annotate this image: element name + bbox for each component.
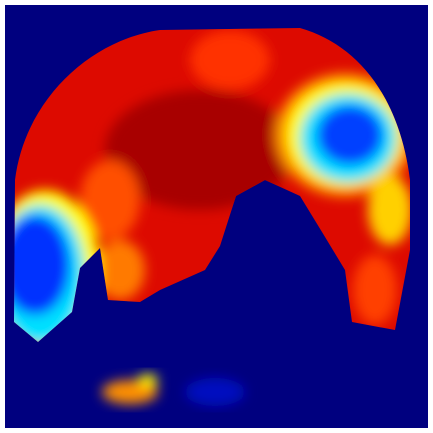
orange-left bbox=[80, 160, 140, 240]
dark-red-core bbox=[105, 90, 295, 210]
yellow-right-leg bbox=[368, 175, 410, 245]
color-blobs bbox=[14, 30, 410, 342]
bottom-blobs bbox=[102, 374, 245, 406]
orange-right-leg bbox=[353, 255, 397, 325]
orange-left-leg bbox=[95, 240, 145, 300]
yellow-bottom bbox=[138, 374, 158, 386]
blue-right bbox=[317, 105, 383, 165]
blue-bottom bbox=[185, 378, 245, 406]
orange-bottom bbox=[102, 380, 158, 404]
blue-left bbox=[14, 215, 70, 315]
orange-top bbox=[190, 30, 270, 90]
